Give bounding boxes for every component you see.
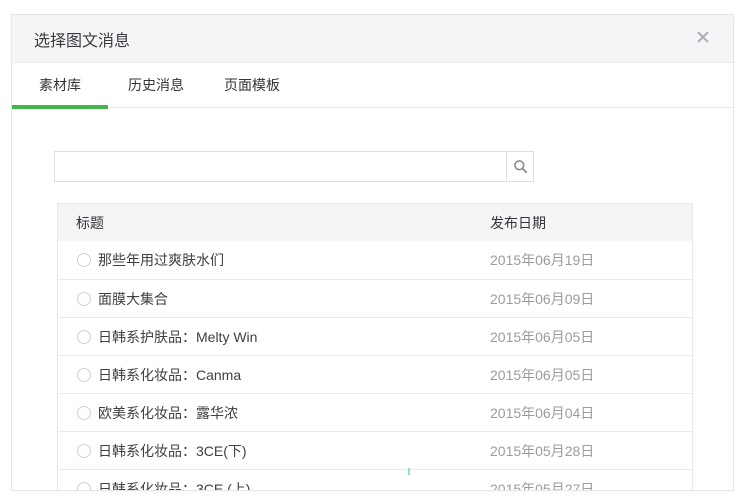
radio-button[interactable]	[77, 481, 91, 490]
article-title: 那些年用过爽肤水们	[98, 252, 224, 268]
row-title-cell: 日韩系化妆品：3CE(下)	[58, 441, 490, 461]
radio-button[interactable]	[77, 367, 91, 382]
modal-header: 选择图文消息 ✕	[12, 15, 733, 63]
column-header-date: 发布日期	[490, 214, 546, 231]
row-title-cell: 欧美系化妆品：露华浓	[58, 403, 490, 423]
search-bar	[54, 151, 534, 182]
row-title-cell: 面膜大集合	[58, 289, 490, 309]
search-input[interactable]	[54, 151, 506, 182]
tab-history-messages[interactable]: 历史消息	[108, 63, 204, 107]
article-date: 2015年06月05日	[490, 328, 595, 345]
table-row[interactable]: 那些年用过爽肤水们 2015年06月19日	[58, 241, 692, 279]
modal-content: 标题 发布日期 那些年用过爽肤水们 2015年06月19日 面膜大集合 20	[12, 151, 733, 491]
modal-title: 选择图文消息	[34, 32, 131, 50]
article-title: 日韩系化妆品：3CE(下)	[98, 442, 247, 459]
table-row[interactable]: 日韩系化妆品：3CE (上) 2015年05月27日	[58, 469, 692, 491]
table-row[interactable]: 日韩系化妆品：Canma 2015年06月05日	[58, 355, 692, 393]
article-date: 2015年06月19日	[490, 252, 595, 268]
table-row[interactable]: 日韩系护肤品：Melty Win 2015年06月05日	[58, 317, 692, 355]
radio-button[interactable]	[77, 405, 91, 420]
search-icon	[513, 159, 528, 174]
tab-label: 历史消息	[128, 77, 184, 93]
article-date: 2015年05月27日	[490, 480, 595, 491]
row-title-cell: 日韩系化妆品：Canma	[58, 365, 490, 385]
article-date: 2015年06月04日	[490, 404, 595, 421]
select-message-modal: 选择图文消息 ✕ 素材库 历史消息 页面模板	[11, 14, 734, 491]
table-row[interactable]: 日韩系化妆品：3CE(下) 2015年05月28日	[58, 431, 692, 469]
tab-bar: 素材库 历史消息 页面模板	[12, 63, 733, 109]
table-row[interactable]: 欧美系化妆品：露华浓 2015年06月04日	[58, 393, 692, 431]
article-title: 面膜大集合	[98, 290, 168, 307]
radio-button[interactable]	[77, 291, 91, 306]
table-row[interactable]: 面膜大集合 2015年06月09日	[58, 279, 692, 317]
close-icon[interactable]: ✕	[695, 28, 711, 49]
article-date: 2015年06月05日	[490, 366, 595, 383]
article-title: 日韩系护肤品：Melty Win	[98, 328, 258, 345]
tab-label: 页面模板	[224, 77, 280, 93]
search-button[interactable]	[506, 151, 534, 182]
article-title: 日韩系化妆品：3CE (上)	[98, 480, 251, 491]
tab-material-library[interactable]: 素材库	[12, 63, 108, 109]
article-title: 欧美系化妆品：露华浓	[98, 404, 238, 421]
column-header-title: 标题	[76, 214, 104, 231]
article-title: 日韩系化妆品：Canma	[98, 366, 242, 383]
row-title-cell: 日韩系化妆品：3CE (上)	[58, 479, 490, 491]
radio-button[interactable]	[77, 253, 91, 267]
table-header-row: 标题 发布日期	[58, 204, 692, 241]
article-date: 2015年06月09日	[490, 290, 595, 307]
article-table: 标题 发布日期 那些年用过爽肤水们 2015年06月19日 面膜大集合 20	[57, 203, 693, 491]
radio-button[interactable]	[77, 443, 91, 458]
radio-button[interactable]	[77, 329, 91, 344]
article-date: 2015年05月28日	[490, 442, 595, 459]
tab-label: 素材库	[39, 77, 81, 93]
row-title-cell: 那些年用过爽肤水们	[58, 250, 490, 270]
row-title-cell: 日韩系护肤品：Melty Win	[58, 327, 490, 347]
tab-page-templates[interactable]: 页面模板	[204, 63, 300, 107]
